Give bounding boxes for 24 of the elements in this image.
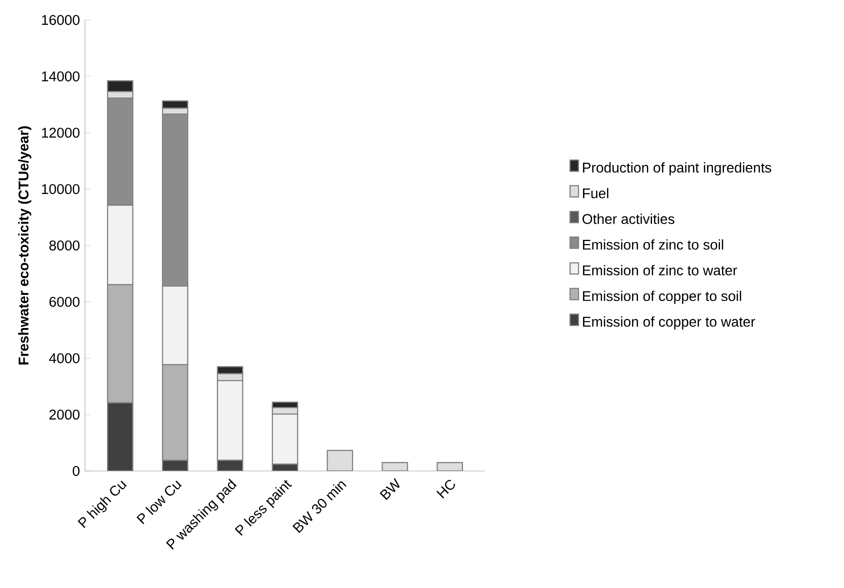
y-tick-label: 0 — [72, 466, 80, 476]
legend-label: Emission of copper to water — [583, 316, 756, 330]
x-tick-label: P high Cu — [78, 480, 127, 528]
y-tick-label: 10000 — [42, 184, 80, 194]
y-tick-label: 8000 — [49, 240, 80, 250]
legend-label: Other activities — [582, 214, 674, 224]
x-tick-label: HC — [436, 480, 455, 498]
legend-label: Emission of zinc to water — [583, 265, 738, 276]
bar — [326, 450, 354, 471]
legend-label: Fuel — [583, 188, 608, 198]
y-tick-label: 14000 — [42, 71, 80, 82]
y-tick-label: 2000 — [49, 410, 80, 420]
legend-label: Production of paint ingredients — [583, 162, 772, 176]
y-tick-label: 12000 — [42, 128, 80, 138]
x-tick-label: BW — [380, 478, 400, 500]
y-tick-label: 16000 — [42, 15, 80, 25]
bar — [107, 402, 134, 471]
y-tick-label: 4000 — [49, 353, 80, 364]
legend-label: Emission of copper to soil — [583, 290, 742, 304]
x-tick-label: P low Cu — [136, 480, 182, 524]
y-tick-label: 6000 — [49, 296, 80, 307]
y-axis-title: Freshwater eco-toxicity (CTUe/year) — [18, 126, 32, 364]
x-tick-label: BW 30 min — [292, 481, 346, 534]
legend-label: Emission of zinc to soil — [583, 239, 724, 250]
